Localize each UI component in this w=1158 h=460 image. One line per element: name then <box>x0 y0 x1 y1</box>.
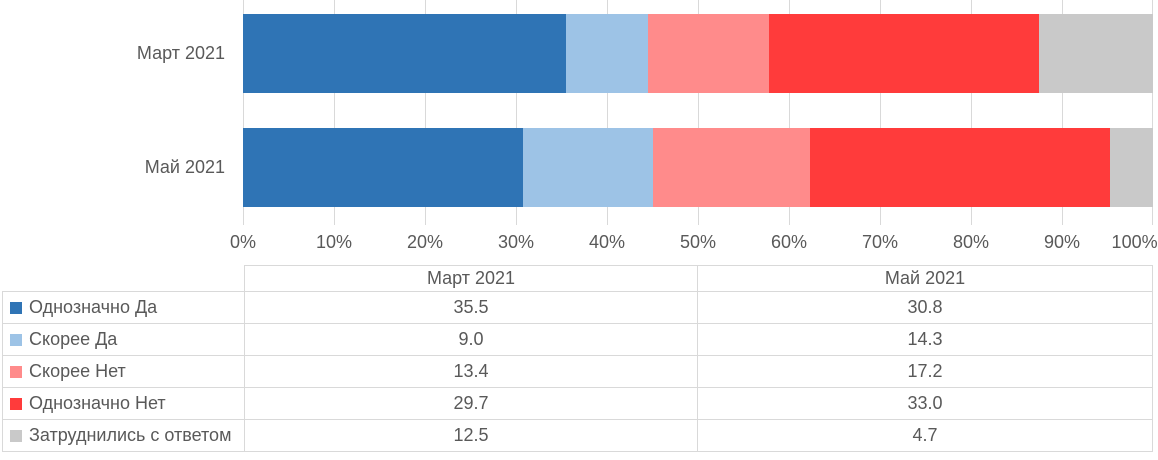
bar-segment <box>769 14 1040 93</box>
bar-segment <box>1110 128 1153 207</box>
table-value-cell: 13.4 <box>244 355 698 388</box>
legend-entry: Затруднились с ответом <box>4 425 244 446</box>
bar-row <box>243 128 1153 207</box>
legend-color-chip <box>10 365 22 378</box>
category-label: Март 2021 <box>136 43 225 63</box>
x-axis-tick-label: 90% <box>1043 232 1081 252</box>
category-label: Май 2021 <box>144 157 225 177</box>
table-header-cell: Март 2021 <box>244 265 698 292</box>
table-row-label-cell: Однозначно Нет <box>2 387 245 420</box>
gridline <box>243 0 244 225</box>
legend-label: Затруднились с ответом <box>29 425 232 445</box>
gridline <box>516 0 517 225</box>
table-value-cell: 17.2 <box>697 355 1153 388</box>
table-row: Затруднились с ответом 12.5 4.7 <box>2 419 1153 452</box>
legend-color-chip <box>10 397 22 410</box>
table-value-cell: 29.7 <box>244 387 698 420</box>
x-axis-tick-label: 70% <box>861 232 899 252</box>
legend-label: Однозначно Да <box>29 297 158 317</box>
table-value-cell: 30.8 <box>697 291 1153 324</box>
table-row-label-cell: Однозначно Да <box>2 291 245 324</box>
x-axis-tick-label: 30% <box>497 232 535 252</box>
bar-segment <box>523 128 654 207</box>
table-value-cell: 4.7 <box>697 419 1153 452</box>
x-axis-tick-label: 0% <box>229 232 257 252</box>
data-table: Март 2021 Май 2021 Однозначно Да 35.5 30.8 Ск… <box>2 265 1153 452</box>
gridline <box>334 0 335 225</box>
data-table-body: Март 2021 Май 2021 Однозначно Да 35.5 30.8 Ск… <box>2 265 1153 452</box>
legend-color-chip <box>10 301 22 314</box>
data-table-wrap: Март 2021 Май 2021 Однозначно Да 35.5 30.8 Ск… <box>2 265 1153 452</box>
table-row: Однозначно Нет 29.7 33.0 <box>2 387 1153 420</box>
bar-segment <box>647 14 770 93</box>
x-axis-tick-label: 80% <box>952 232 990 252</box>
bar-segment <box>1039 14 1153 93</box>
bar-row <box>243 14 1153 93</box>
x-axis-tick-label: 100% <box>1111 232 1158 252</box>
legend-label: Скорее Нет <box>29 361 126 381</box>
x-axis-tick-label: 50% <box>679 232 717 252</box>
legend-color-chip <box>10 333 22 346</box>
table-row: Однозначно Да 35.5 30.8 <box>2 291 1153 324</box>
bar-segment <box>243 14 566 93</box>
x-axis-tick-label: 60% <box>770 232 808 252</box>
gridline <box>1152 0 1153 225</box>
x-axis-tick-label: 40% <box>588 232 626 252</box>
gridline <box>789 0 790 225</box>
gridline <box>1062 0 1063 225</box>
x-axis-labels: 0% 10% 20% 30% 40% 50% 60% 70% 80% 90% 100% <box>230 230 1158 254</box>
x-axis-tick-label: 10% <box>315 232 353 252</box>
table-header-cell: Май 2021 <box>697 265 1153 292</box>
table-row: Скорее Да 9.0 14.3 <box>2 323 1153 356</box>
bar-segment <box>653 128 810 207</box>
legend-label: Однозначно Нет <box>29 393 166 413</box>
legend-color-chip <box>10 429 22 442</box>
table-value-cell: 14.3 <box>697 323 1153 356</box>
plot-area <box>243 0 1153 225</box>
table-value-cell: 33.0 <box>697 387 1153 420</box>
table-row-label-cell: Скорее Нет <box>2 355 245 388</box>
table-corner-cell <box>3 266 245 292</box>
gridline <box>971 0 972 225</box>
legend-label: Скорее Да <box>29 329 118 349</box>
gridline <box>607 0 608 225</box>
legend-entry: Однозначно Да <box>4 297 244 318</box>
table-row: Скорее Нет 13.4 17.2 <box>2 355 1153 388</box>
table-row-label-cell: Затруднились с ответом <box>2 419 245 452</box>
x-axis-tick-label: 20% <box>406 232 444 252</box>
table-value-cell: 35.5 <box>244 291 698 324</box>
legend-entry: Скорее Да <box>4 329 244 350</box>
bar-segment <box>809 128 1111 207</box>
legend-entry: Однозначно Нет <box>4 393 244 414</box>
table-value-cell: 9.0 <box>244 323 698 356</box>
gridline <box>698 0 699 225</box>
gridline <box>425 0 426 225</box>
gridline <box>880 0 881 225</box>
table-row-label-cell: Скорее Да <box>2 323 245 356</box>
table-header-row: Март 2021 Май 2021 <box>3 265 1153 292</box>
bar-segment <box>243 128 524 207</box>
bar-segment <box>565 14 648 93</box>
table-value-cell: 12.5 <box>244 419 698 452</box>
legend-entry: Скорее Нет <box>4 361 244 382</box>
